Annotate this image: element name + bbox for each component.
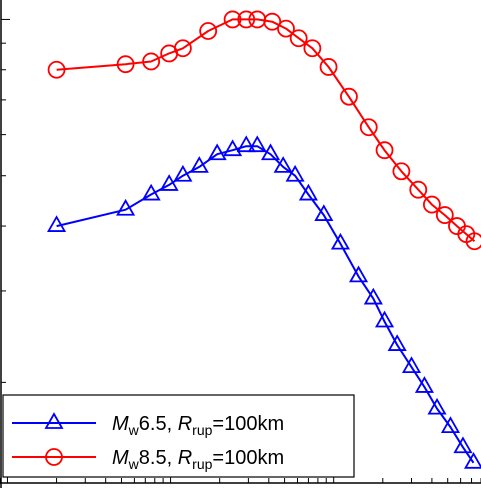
data-point-mw65 [236, 135, 256, 153]
data-point-mw85 [174, 39, 192, 58]
data-point-mw85 [263, 12, 282, 31]
data-point-mw65 [363, 287, 383, 305]
data-point-mw65 [207, 143, 227, 161]
data-point-mw65 [348, 265, 369, 283]
data-point-mw85 [237, 10, 256, 29]
data-point-mw85 [409, 180, 428, 199]
data-point-mw65 [374, 310, 395, 328]
data-point-mw65 [173, 164, 193, 182]
series-layer [47, 10, 481, 469]
data-point-mw65 [387, 334, 407, 351]
data-point-mw85 [465, 232, 481, 251]
series-line-mw65 [56, 145, 475, 464]
legend-r-var: R [178, 447, 192, 469]
triangle-marker-icon [44, 412, 64, 429]
legend-m-sub: w [128, 422, 140, 438]
data-point-mw65 [141, 183, 161, 201]
data-point-mw65 [314, 204, 334, 221]
data-point-mw65 [414, 376, 434, 393]
data-point-mw65 [401, 356, 422, 374]
data-point-mw85 [375, 141, 394, 160]
data-point-mw85 [340, 87, 358, 106]
x-axis-ticks [0, 474, 481, 483]
legend-entry-mw65: Mw6.5, Rrup=100km [12, 412, 284, 438]
data-point-mw65 [298, 183, 318, 201]
legend-entry-mw85: Mw8.5, Rrup=100km [12, 447, 284, 472]
data-point-mw65 [285, 164, 305, 182]
data-point-mw85 [142, 52, 161, 71]
data-point-mw65 [116, 198, 136, 216]
data-point-mw65 [47, 215, 67, 232]
data-point-mw65 [247, 135, 267, 153]
series-mw85 [47, 10, 481, 251]
data-point-mw85 [319, 58, 338, 76]
data-point-mw65 [159, 174, 179, 191]
data-point-mw85 [289, 29, 308, 48]
legend-r-val: =100km [212, 447, 284, 469]
series-mw65 [47, 135, 481, 469]
data-point-mw85 [223, 10, 242, 29]
data-point-mw65 [453, 436, 473, 454]
data-point-mw85 [359, 118, 378, 137]
legend-m-val: 8.5, [139, 447, 178, 469]
circle-marker-icon [45, 448, 63, 466]
legend-r-sub: rup [192, 456, 212, 472]
data-point-mw65 [223, 139, 243, 157]
data-point-mw65 [273, 156, 293, 173]
data-point-mw85 [392, 162, 411, 181]
data-point-mw65 [330, 232, 350, 250]
data-point-mw65 [260, 143, 281, 161]
legend-r-sub: rup [192, 422, 212, 438]
series-line-mw85 [56, 18, 476, 242]
data-point-mw85 [435, 206, 454, 224]
data-point-mw85 [277, 19, 295, 38]
data-point-mw65 [440, 416, 461, 434]
legend-r-val: =100km [212, 413, 284, 435]
data-point-mw65 [189, 156, 209, 173]
legend-box [2, 394, 355, 478]
data-point-mw85 [116, 55, 135, 74]
legend: Mw6.5, Rrup=100km Mw8.5, Rrup=100km [2, 394, 355, 478]
legend-m-val: 6.5, [139, 413, 178, 435]
data-point-mw65 [463, 451, 481, 469]
data-point-mw85 [47, 60, 66, 79]
legend-m-sub: w [128, 456, 140, 472]
data-point-mw85 [199, 22, 218, 40]
y-axis-ticks [1, 18, 10, 383]
legend-m-var: M [112, 413, 129, 435]
data-point-mw65 [427, 397, 447, 415]
legend-label-mw85: Mw8.5, Rrup=100km [112, 447, 284, 472]
legend-m-var: M [112, 447, 129, 469]
data-point-mw85 [303, 39, 322, 58]
legend-r-var: R [178, 413, 192, 435]
legend-label-mw65: Mw6.5, Rrup=100km [112, 413, 284, 438]
data-point-mw85 [422, 195, 441, 214]
